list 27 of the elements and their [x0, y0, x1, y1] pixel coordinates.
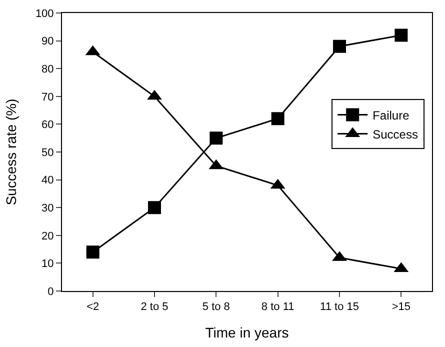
point	[271, 112, 284, 126]
y-tick-label: 10	[42, 258, 54, 270]
y-tick-label: 100	[35, 8, 54, 20]
y-tick-label: 20	[42, 230, 54, 242]
x-tick-label: 5 to 8	[202, 301, 230, 314]
y-tick-label: 90	[42, 36, 54, 48]
point	[86, 246, 100, 259]
x-tick-label: 2 to 5	[140, 301, 168, 314]
y-tick-label: 50	[42, 146, 54, 159]
x-tick-label: 11 to 15	[320, 301, 359, 314]
legend-label: Success	[372, 127, 418, 142]
x-tick-label: <2	[86, 301, 100, 314]
y-tick-label: 80	[42, 63, 54, 76]
x-axis-title: Time in years	[205, 324, 289, 340]
point	[394, 28, 408, 42]
y-tick-label: 0	[48, 286, 54, 298]
y-tick-label: 60	[42, 119, 54, 132]
x-tick-label: >15	[392, 301, 411, 314]
point	[333, 40, 346, 53]
y-tick-label: 30	[42, 202, 54, 214]
y-tick-label: 70	[42, 91, 54, 104]
point	[210, 132, 223, 145]
y-axis-title: Success rate (%)	[3, 98, 20, 206]
x-tick-label: 8 to 11	[261, 301, 294, 314]
point	[148, 201, 161, 214]
y-tick-label: 40	[42, 174, 54, 187]
legend-label: Failure	[372, 108, 410, 122]
